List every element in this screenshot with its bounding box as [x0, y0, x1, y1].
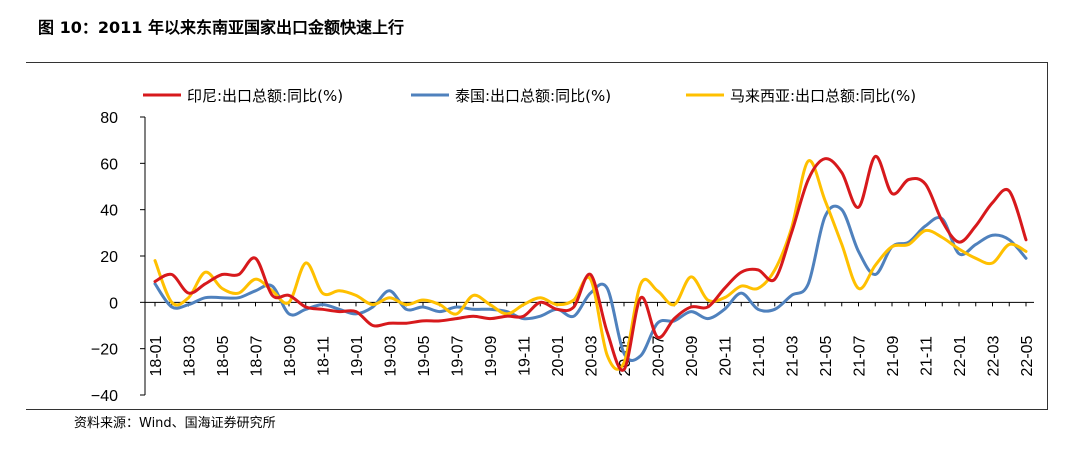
y-tick-label: −20 [91, 342, 118, 359]
y-tick-label: −40 [91, 388, 118, 405]
x-tick-label: 20-09 [684, 335, 701, 376]
x-tick-label: 18-05 [215, 335, 232, 376]
x-tick-label: 20-01 [550, 335, 567, 376]
y-tick-label: 40 [100, 203, 118, 220]
x-tick-label: 19-05 [416, 335, 433, 376]
source-note: 资料来源：Wind、国海证券研究所 [74, 416, 276, 431]
x-tick-label: 21-05 [818, 335, 835, 376]
legend-label-indonesia: 印尼:出口总额:同比(%) [187, 87, 343, 105]
x-tick-label: 21-11 [919, 336, 936, 376]
x-tick-label: 21-01 [751, 335, 768, 376]
series-line-malaysia [153, 159, 1028, 371]
y-tick-label: 60 [100, 156, 118, 173]
right-divider [1047, 62, 1048, 410]
x-tick-label: 19-01 [349, 335, 366, 376]
x-tick-label: 21-07 [852, 335, 869, 376]
x-tick-label: 18-11 [316, 336, 333, 376]
x-tick-label: 20-03 [584, 335, 601, 376]
series-line-thailand [153, 204, 1028, 363]
bottom-divider [26, 409, 1048, 410]
y-tick-label: 20 [100, 249, 118, 266]
y-tick-label: 0 [109, 295, 118, 312]
x-tick-label: 18-09 [282, 335, 299, 376]
x-tick-label: 22-05 [1019, 335, 1036, 376]
legend-label-thailand: 泰国:出口总额:同比(%) [455, 87, 611, 105]
x-tick-label: 20-07 [651, 335, 668, 376]
legend-label-malaysia: 马来西亚:出口总额:同比(%) [730, 87, 916, 105]
x-tick-label: 22-01 [952, 335, 969, 376]
x-tick-label: 19-09 [483, 335, 500, 376]
x-tick-label: 18-01 [148, 335, 165, 376]
figure-title: 图 10：2011 年以来东南亚国家出口金额快速上行 [38, 18, 404, 37]
x-tick-label: 18-07 [249, 335, 266, 376]
top-divider [26, 62, 1048, 63]
x-tick-label: 18-03 [182, 335, 199, 376]
x-tick-label: 19-07 [450, 335, 467, 376]
x-tick-label: 20-11 [718, 336, 735, 376]
x-tick-label: 21-09 [885, 335, 902, 376]
x-tick-label: 22-03 [986, 335, 1003, 376]
x-tick-label: 19-03 [383, 335, 400, 376]
x-tick-label: 19-11 [517, 336, 534, 376]
y-tick-label: 80 [100, 110, 118, 127]
series-line-indonesia [153, 154, 1028, 372]
x-tick-label: 21-03 [785, 335, 802, 376]
